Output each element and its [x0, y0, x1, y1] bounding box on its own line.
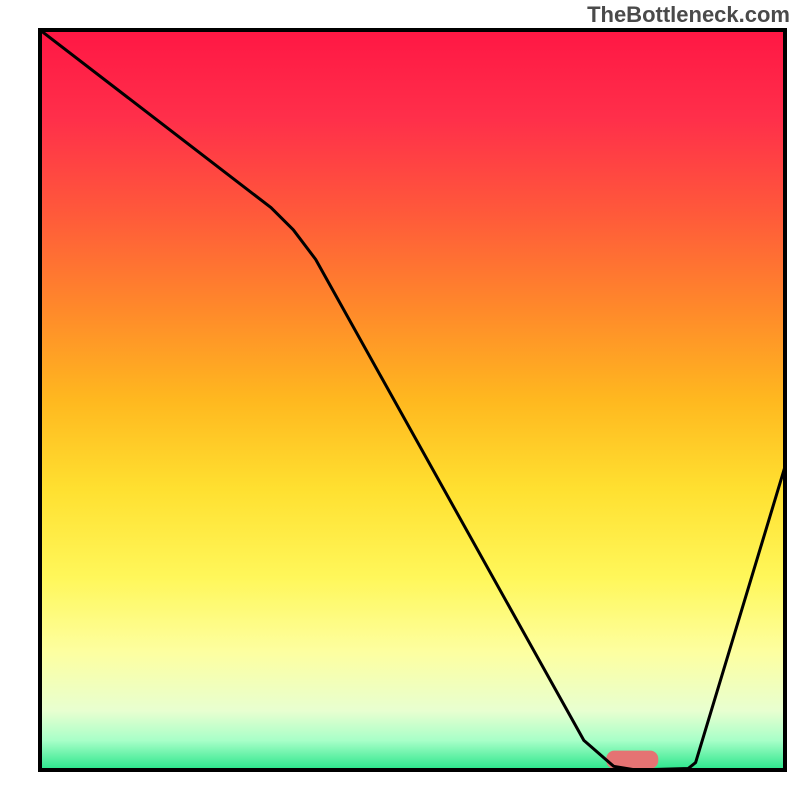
- chart-svg: [0, 0, 800, 800]
- watermark-text: TheBottleneck.com: [587, 2, 790, 28]
- bottleneck-chart: [0, 0, 800, 800]
- gradient-background: [40, 30, 785, 770]
